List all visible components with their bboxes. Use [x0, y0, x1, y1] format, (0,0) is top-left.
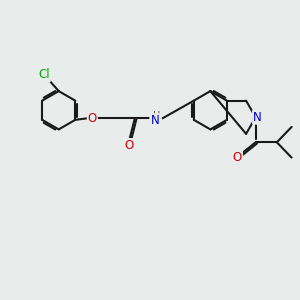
- Text: Cl: Cl: [38, 68, 50, 81]
- Text: O: O: [233, 151, 242, 164]
- Text: O: O: [88, 112, 97, 125]
- Text: O: O: [125, 139, 134, 152]
- Text: N: N: [253, 111, 262, 124]
- Text: H: H: [154, 111, 161, 121]
- Text: N: N: [150, 114, 159, 127]
